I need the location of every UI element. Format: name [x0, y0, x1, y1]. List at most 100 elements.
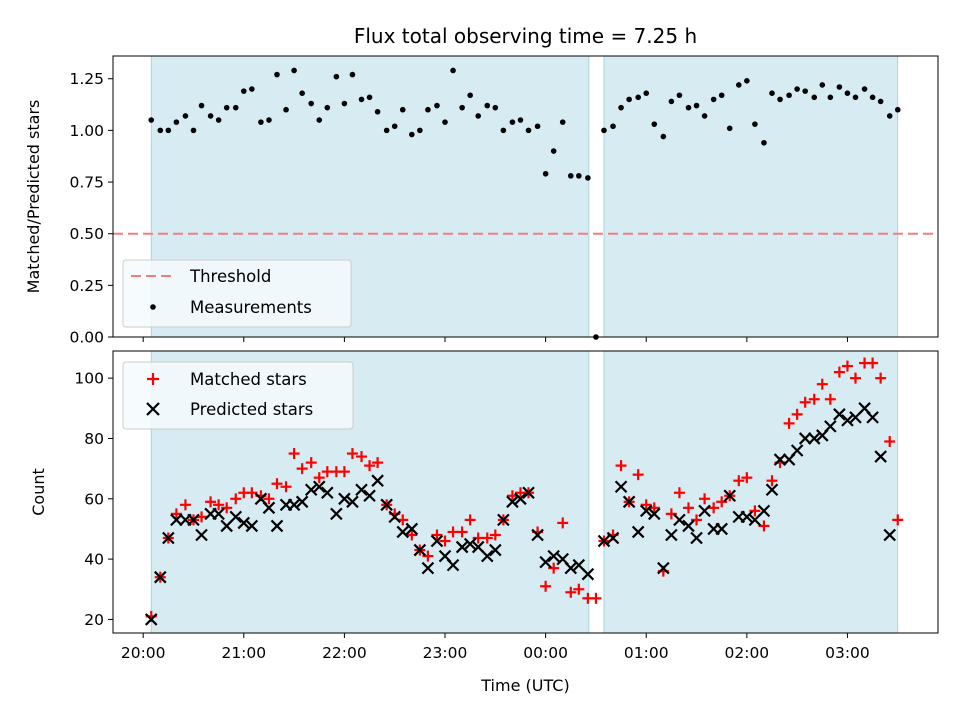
predicted-star-point	[506, 495, 519, 509]
bottom-legend: Matched stars Predicted stars	[122, 361, 354, 430]
measurement-point	[886, 113, 893, 119]
y-tick-label: 40	[84, 551, 104, 569]
predicted-star-point	[606, 531, 620, 545]
measurement-point	[852, 94, 859, 101]
predicted-star-point	[170, 513, 183, 527]
y-tick-label: 60	[84, 490, 104, 508]
predicted-star-point	[648, 507, 661, 521]
predicted-star-point	[430, 534, 444, 548]
measurement-point	[676, 92, 683, 99]
measurement-point	[198, 102, 205, 109]
matched-star-point	[422, 550, 434, 562]
matched-star-point	[346, 448, 358, 460]
measurement-point	[173, 119, 180, 125]
measurement-point	[157, 127, 164, 134]
predicted-star-point	[312, 480, 326, 493]
predicted-star-point	[338, 492, 351, 506]
predicted-star-point	[144, 613, 158, 626]
measurement-point	[283, 106, 289, 113]
predicted-star-point	[245, 519, 259, 533]
predicted-star-point	[665, 528, 678, 542]
measurement-point	[701, 113, 708, 119]
matched-star-point	[640, 499, 652, 511]
predicted-star-point	[807, 432, 821, 445]
measurement-point	[585, 175, 591, 181]
measurement-point	[409, 131, 415, 138]
predicted-star-point	[229, 510, 243, 524]
matched-star-point	[749, 505, 761, 517]
matched-star-point	[884, 435, 896, 447]
matched-star-point	[783, 417, 795, 429]
predicted-star-point	[757, 504, 771, 518]
matched-star-point	[372, 457, 384, 469]
measurement-point	[567, 173, 574, 179]
predicted-star-point	[824, 420, 837, 433]
bottom-plot-frame	[112, 350, 939, 634]
x-tick-label: 01:00	[624, 644, 669, 662]
measurement-point	[383, 127, 390, 134]
y-tick-label: 100	[74, 370, 104, 388]
matched-star-point	[565, 586, 577, 598]
legend-predicted-swatch	[146, 402, 160, 416]
predicted-star-point	[287, 498, 301, 512]
predicted-star-point	[698, 504, 711, 518]
predicted-star-point	[773, 453, 787, 466]
measurement-point	[517, 117, 524, 123]
matched-star-point	[590, 592, 602, 604]
matched-star-point	[288, 448, 300, 460]
predicted-star-point	[631, 525, 645, 539]
measurement-point	[769, 90, 775, 96]
bottom-shaded-intervals	[150, 350, 899, 634]
x-tick-label: 02:00	[725, 644, 770, 662]
matched-star-point	[456, 526, 468, 538]
measurement-point	[626, 96, 632, 103]
matched-star-point	[699, 493, 711, 505]
predicted-star-point	[723, 489, 737, 503]
predicted-star-point	[622, 495, 636, 509]
measurement-point	[341, 100, 348, 107]
measurement-point	[333, 73, 340, 80]
measurement-point	[467, 92, 473, 99]
measurement-point	[475, 113, 482, 119]
matched-star-point	[615, 460, 627, 472]
measurement-point	[274, 71, 280, 78]
matched-star-point	[296, 463, 308, 475]
matched-star-point	[708, 502, 720, 514]
measurement-point	[643, 90, 650, 96]
matched-star-point	[364, 460, 376, 472]
matched-star-point	[673, 487, 685, 499]
predicted-star-point	[195, 528, 208, 542]
measurement-point	[610, 123, 616, 130]
predicted-star-point	[883, 528, 896, 542]
bottom-x-axis-ticks: 20:00 21:00 22:00 23:00 00:00 01:00 02:00 03:00	[121, 633, 870, 662]
measurement-point	[525, 127, 532, 134]
predicted-star-point	[455, 540, 469, 554]
matched-star-point	[791, 408, 803, 420]
predicted-star-point	[321, 486, 334, 500]
y-tick-label: 0.25	[69, 277, 104, 295]
matched-star-point	[799, 396, 811, 408]
predicted-star-point	[371, 474, 384, 487]
predicted-star-point	[581, 567, 595, 581]
top-x-axis-ticks	[142, 337, 848, 342]
predicted-star-point	[355, 483, 368, 497]
measurement-point	[861, 86, 868, 92]
measurement-point	[374, 108, 381, 115]
predicted-star-point	[413, 543, 427, 557]
measurement-point	[266, 117, 272, 123]
matched-star-point	[867, 357, 879, 369]
matched-star-point	[892, 514, 904, 526]
legend-predicted-label: Predicted stars	[190, 400, 313, 419]
predicted-star-point	[295, 495, 309, 509]
top-chart-title: Flux total observing time = 7.25 h	[354, 24, 697, 48]
measurement-point	[509, 119, 516, 125]
predicted-star-point	[480, 549, 494, 563]
measurement-point	[735, 82, 742, 88]
measurement-point	[827, 94, 834, 101]
matched-star-point	[875, 372, 887, 384]
matched-star-point	[716, 496, 728, 508]
y-tick-label: 80	[84, 430, 104, 448]
predicted-star-point	[798, 432, 812, 445]
predicted-star-point	[405, 522, 419, 536]
